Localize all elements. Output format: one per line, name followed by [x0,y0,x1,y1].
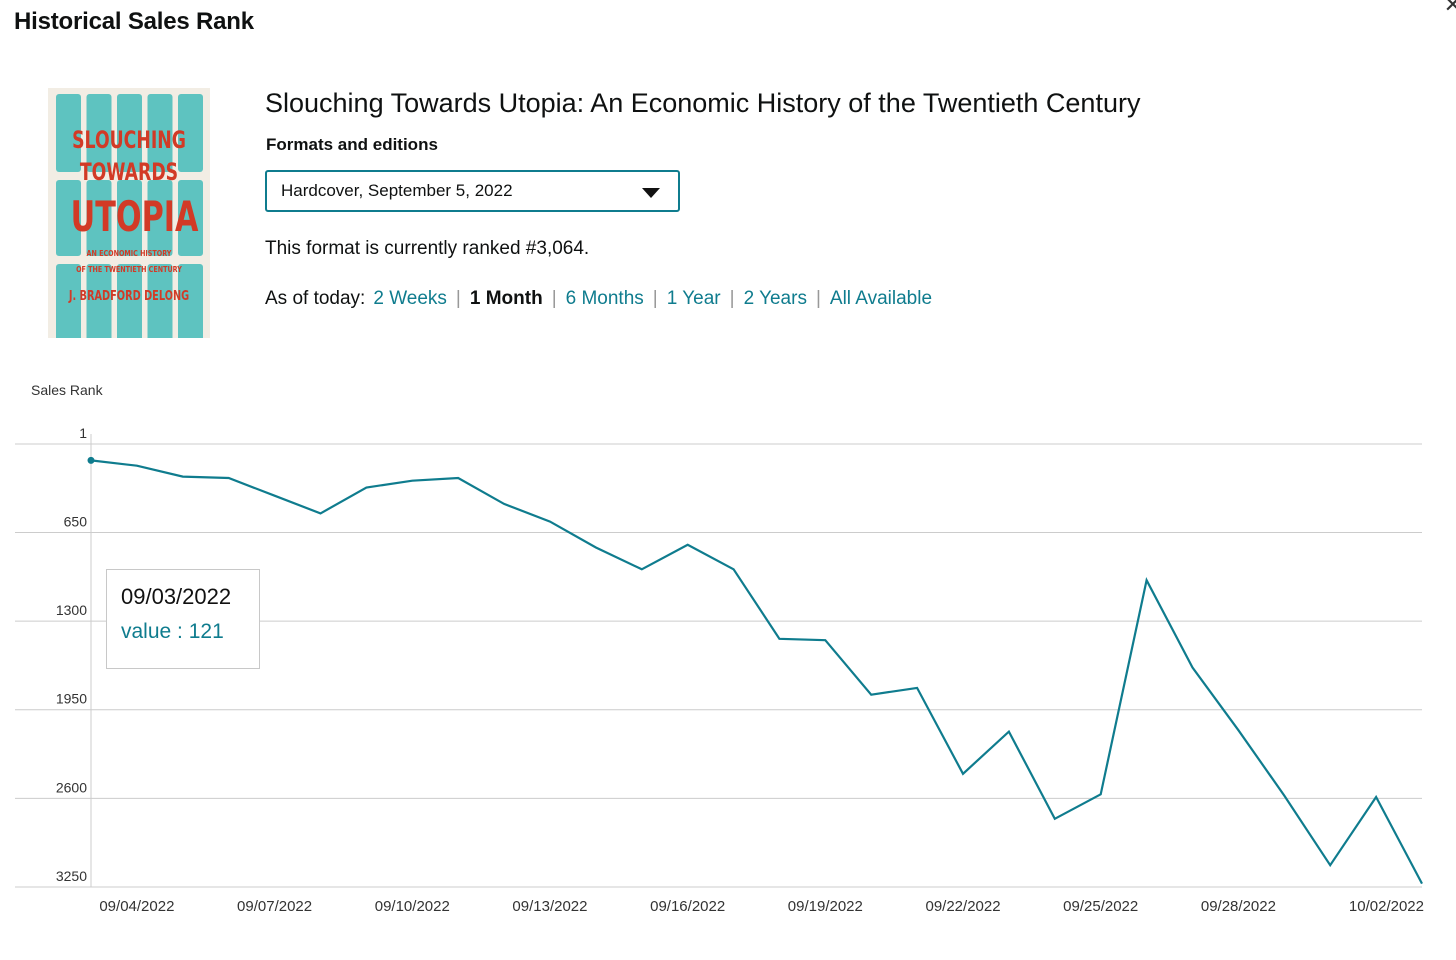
x-tick-label: 09/10/2022 [375,898,450,915]
y-tick-label: 1950 [56,691,87,707]
y-tick-label: 2600 [56,779,87,795]
range-option-2-weeks[interactable]: 2 Weeks [373,288,447,309]
cover-fridge [117,94,142,172]
tooltip-value: value : 121 [121,620,224,643]
current-rank-text: This format is currently ranked #3,064. [265,238,590,259]
time-range-selector: As of today: 2 Weeks | 1 Month | 6 Months | 1 … [265,288,932,310]
format-select-value: Hardcover, September 5, 2022 [281,181,513,200]
cover-fridge [147,94,173,172]
page-title: Historical Sales Rank [14,8,254,35]
y-tick-label: 1 [79,425,87,441]
cover-fridge [86,94,112,172]
y-axis-label: Sales Rank [31,382,104,398]
y-tick-label: 3250 [56,868,87,884]
sales-rank-chart: Sales Rank 1 650 1300 1950 2600 3250 09/04/2022… [15,382,1424,915]
range-option-1-month[interactable]: 1 Month [469,288,543,309]
x-tick-label: 09/25/2022 [1063,898,1138,915]
cover-fridge [86,180,112,256]
cover-fridge [117,264,142,338]
x-tick-label: 09/28/2022 [1201,898,1276,915]
cover-fridge [117,180,142,256]
book-title[interactable]: Slouching Towards Utopia: An Economic Hi… [265,88,1141,118]
sales-rank-line [90,459,1423,885]
cover-title-line: SLOUCHING [72,126,186,154]
hover-point-marker[interactable] [87,456,95,464]
cover-fridge [178,264,203,338]
cover-title-line: TOWARDS [79,158,179,186]
chart-tooltip: 09/03/2022 value : 121 [106,569,260,669]
cover-title-line: UTOPIA [70,192,199,241]
range-option-6-months[interactable]: 6 Months [565,288,644,309]
x-tick-label: 09/22/2022 [925,898,1000,915]
x-tick-label: 09/07/2022 [237,898,312,915]
y-tick-label: 650 [64,513,88,529]
tooltip-date: 09/03/2022 [121,584,232,609]
book-cover-image: SLOUCHING TOWARDS UTOPIA AN ECONOMIC HIS… [48,88,210,338]
x-tick-label: 10/02/2022 [1349,898,1424,915]
cover-fridge [178,94,203,172]
cover-author: J. BRADFORD DELONG [68,289,190,304]
cover-fridge [147,264,173,338]
range-separator: | [551,288,557,309]
cover-fridge [178,180,203,256]
cover-fridge [147,180,173,256]
close-icon[interactable]: ✕ [1443,0,1456,17]
x-tick-label: 09/19/2022 [788,898,863,915]
cover-fridge [56,264,81,338]
x-tick-label: 09/04/2022 [99,898,174,915]
x-tick-label: 09/13/2022 [512,898,587,915]
range-separator: | [455,288,461,309]
format-select[interactable]: Hardcover, September 5, 2022 [265,170,680,212]
range-option-2-years[interactable]: 2 Years [743,288,807,309]
x-tick-label: 09/16/2022 [650,898,725,915]
range-prefix: As of today: [265,288,366,309]
cover-fridge [56,94,81,172]
range-option-all-available[interactable]: All Available [829,288,933,309]
cover-subtitle-line: OF THE TWENTIETH CENTURY [76,265,182,274]
range-option-1-year[interactable]: 1 Year [666,288,721,309]
range-separator: | [652,288,658,309]
cover-subtitle-line: AN ECONOMIC HISTORY [86,249,172,258]
range-separator: | [815,288,821,309]
cover-fridge [86,264,112,338]
chevron-down-icon [642,188,660,198]
y-tick-label: 1300 [56,602,87,618]
formats-label: Formats and editions [266,135,438,154]
cover-fridge [56,180,81,256]
range-separator: | [729,288,735,309]
cover-fridges-art [56,94,203,338]
